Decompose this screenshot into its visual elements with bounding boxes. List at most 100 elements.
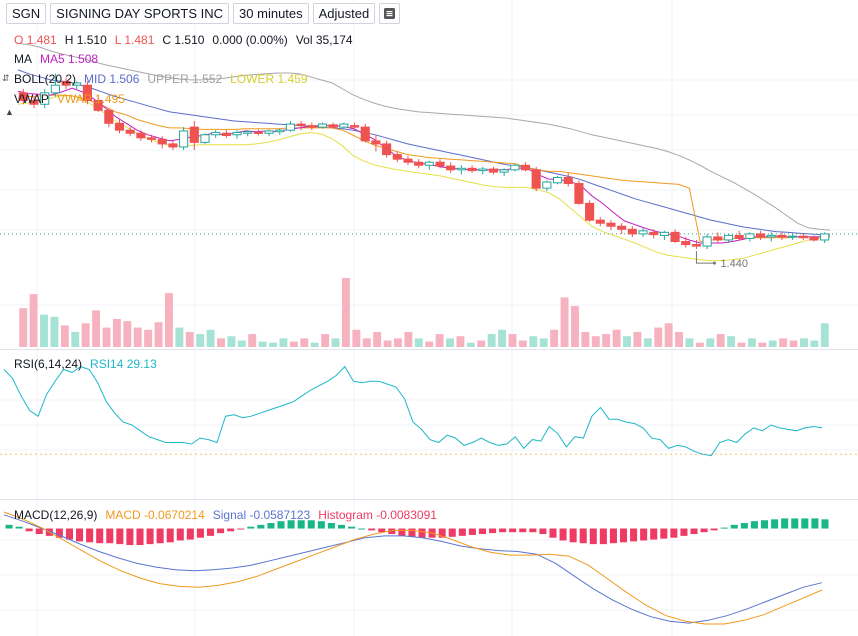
volume-bar [341,278,350,347]
candle-body [424,161,434,166]
candle-body [382,143,392,156]
macd-histogram [5,518,829,546]
macd-histogram-bar [267,523,275,529]
candle-body [179,130,189,148]
macd-histogram-bar [740,523,748,529]
close-label: C [162,33,172,47]
volume-bar [248,334,257,347]
macd-histogram-bar [206,528,215,536]
boll-lower-value: LOWER 1.459 [230,72,308,86]
candle-body [606,222,616,227]
macd-histogram-bar [347,526,356,529]
candle-body [734,234,744,239]
volume-bar [362,338,371,347]
ma-legend[interactable]: MA MA5 1.508 [14,52,98,66]
macd-histogram-bar [408,528,416,537]
candle-body [264,130,274,134]
macd-histogram-bar [519,528,527,533]
volume-bar [279,338,288,347]
volume-label: Vol [295,33,313,47]
candle-body [221,132,231,137]
volume-bar [685,338,694,347]
interval-chip[interactable]: 30 minutes [233,3,309,24]
candle-body [296,123,306,127]
list-icon[interactable] [379,3,401,24]
boll-legend[interactable]: BOLL(20,2) MID 1.506 UPPER 1.552 LOWER 1… [14,72,308,86]
candle-body [146,137,157,140]
adjustment-chip[interactable]: Adjusted [312,3,376,24]
volume-bar [758,342,767,347]
volume-bar [737,342,746,347]
candle-body [18,92,28,101]
candle-body [285,123,296,131]
volume-bar [331,338,340,347]
candle-body [659,231,669,236]
volume-bar [123,321,132,347]
company-name-chip[interactable]: SIGNING DAY SPORTS INC [50,3,230,24]
rsi-legend[interactable]: RSI(6,14,24) RSI14 29.13 [14,357,157,371]
candle-body [745,233,755,239]
volume-bar [612,329,621,347]
candle-body [617,225,627,230]
candle-body [136,132,146,139]
boll-upper-line [17,42,831,231]
histogram-value: Histogram -0.0083091 [318,508,437,522]
low-marker-leader [695,251,715,264]
macd-histogram-bar [690,528,698,535]
candle-body [702,236,712,247]
volume-bar [227,336,236,347]
volume-bar [591,336,600,347]
volume-bar [217,338,225,347]
macd-value: MACD -0.0670214 [105,508,205,522]
candle-body [168,143,178,148]
macd-histogram-bar [599,528,607,545]
macd-histogram-bar [589,528,597,545]
collapse-caret-icon[interactable]: ▲ [5,107,14,117]
high-value: 1.510 [76,33,107,47]
candle-body [755,233,766,238]
symbol-chip[interactable]: SGN [6,3,47,24]
candle-body [307,125,317,128]
candle-body [488,168,499,173]
macd-histogram-bar [297,520,305,529]
volume-bar [643,338,652,347]
candle-body [125,129,135,134]
candle-body [253,131,263,134]
macd-histogram-bar [146,528,154,545]
rsi-label: RSI(6,14,24) [14,357,83,371]
ma5-value: MA5 1.508 [40,52,99,66]
macd-histogram-bar [217,528,225,534]
macd-legend[interactable]: MACD(12,26,9) MACD -0.0670214 Signal -0.… [14,508,437,522]
volume-bar [81,323,90,347]
macd-histogram-bar [337,524,345,529]
candle-body [798,235,808,239]
macd-histogram-bar [86,528,94,543]
candle-body [467,167,477,172]
macd-histogram-bar [478,528,487,535]
volume-bar [747,338,756,347]
volume-bar [383,340,392,347]
volume-bar [373,331,382,347]
volume-bar [768,340,777,347]
macd-histogram-bar [388,528,396,535]
candle-body [243,131,253,134]
volume-bar [518,340,527,347]
candle-body [371,140,381,145]
expand-arrows-icon[interactable]: ⇵ [2,73,10,83]
boll-label: BOLL(20,2) [14,72,77,86]
volume-bar [154,322,163,347]
candle-body [349,125,360,128]
volume-bar [404,331,413,347]
volume-bar [29,294,38,347]
candle-body [104,109,114,124]
volume-bar [800,338,808,347]
macd-histogram-bar [680,528,688,536]
volume-bar [196,334,205,347]
vwap-legend[interactable]: VWAP VWAP 1.495 [14,92,125,106]
volume-bar [425,341,434,347]
macd-histogram-bar [509,528,517,533]
macd-histogram-bar [25,528,33,532]
volume-bar [19,308,28,347]
macd-histogram-bar [630,528,638,542]
